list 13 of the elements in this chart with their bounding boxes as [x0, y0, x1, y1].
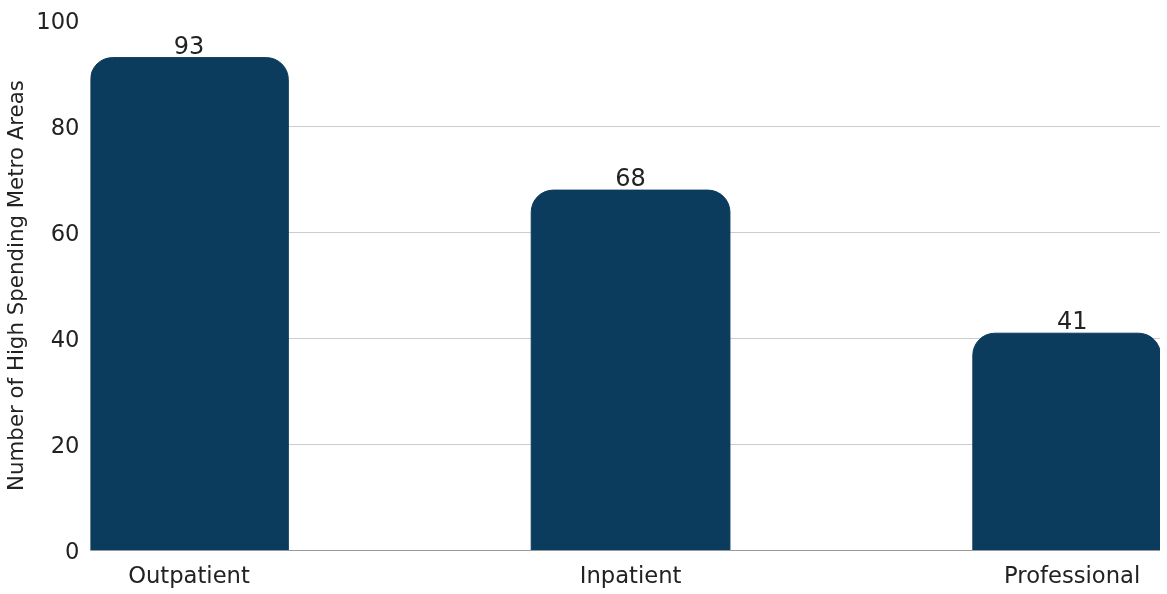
data-label: 93 [173, 31, 205, 60]
y-tick-label: 100 [36, 8, 80, 34]
x-tick-label: Inpatient [579, 561, 682, 588]
y-tick-label: 0 [65, 538, 80, 564]
x-tick-label: Outpatient [128, 561, 250, 588]
y-tick-label: 40 [50, 326, 80, 352]
y-tick-label: 80 [50, 114, 80, 140]
y-axis-title: Number of High Spending Metro Areas [3, 80, 29, 491]
y-tick-label: 20 [50, 432, 80, 458]
x-tick-label: Professional [1004, 561, 1141, 588]
y-tick-label: 60 [50, 220, 80, 246]
data-label: 68 [615, 164, 646, 193]
data-label: 41 [1056, 307, 1088, 336]
